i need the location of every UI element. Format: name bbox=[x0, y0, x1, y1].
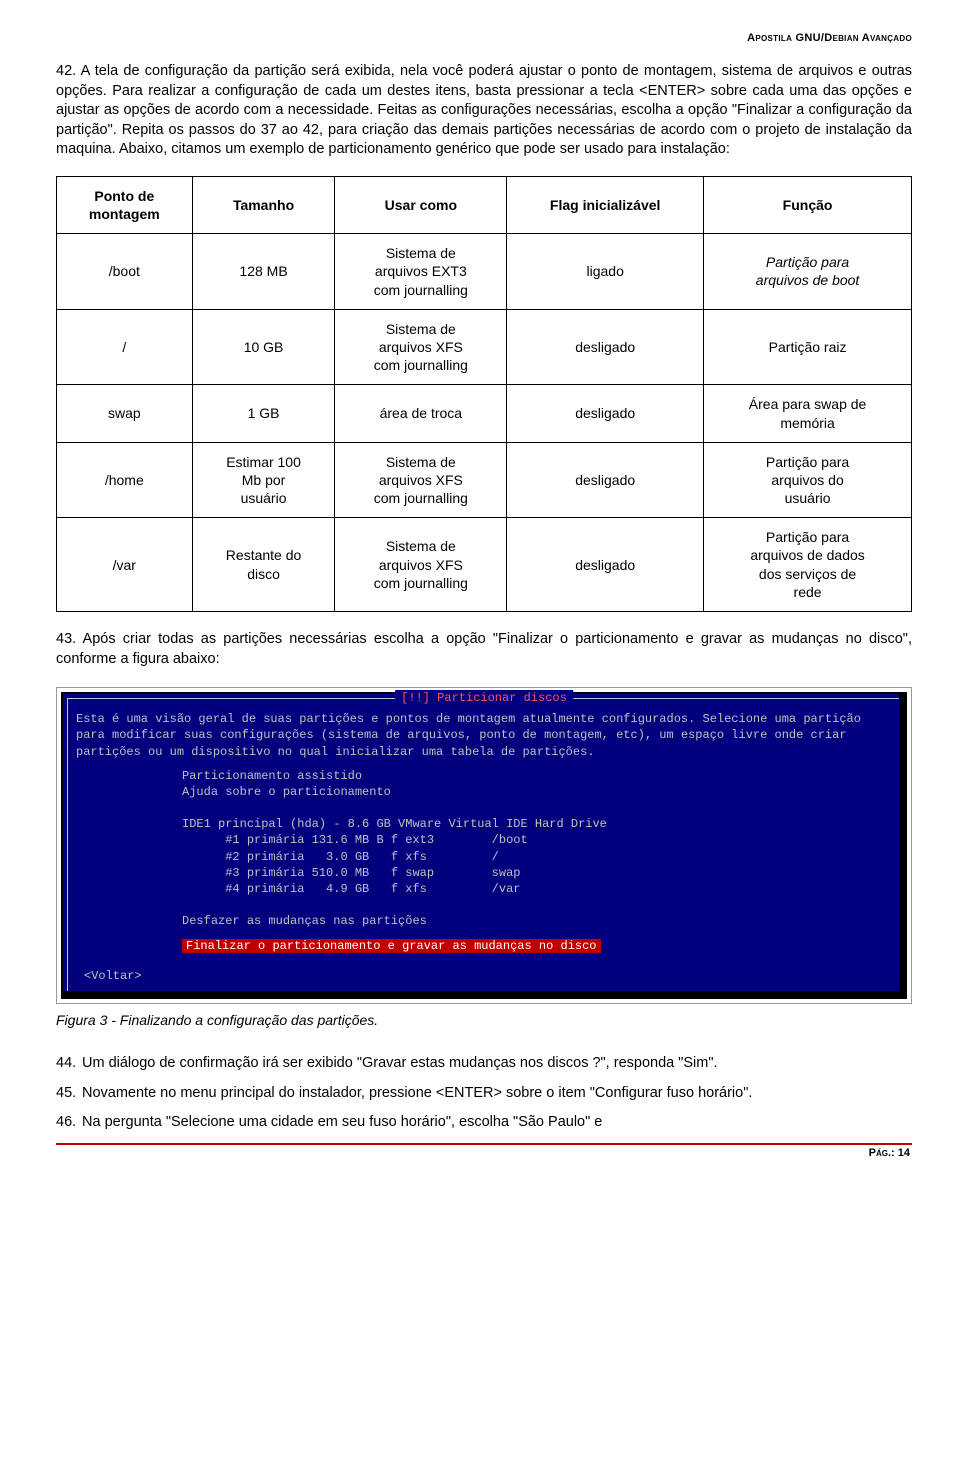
terminal-title: [!!] Particionar discos bbox=[395, 690, 573, 706]
table-header-row: Ponto demontagem Tamanho Usar como Flag … bbox=[57, 176, 912, 233]
col-header: Flag inicializável bbox=[507, 176, 704, 233]
cell: Partição paraarquivos dousuário bbox=[704, 442, 912, 518]
paragraph-42: 42. A tela de configuração da partição s… bbox=[56, 62, 912, 160]
step-number-46: 46. bbox=[56, 1113, 82, 1133]
cell: Partição paraarquivos de dadosdos serviç… bbox=[704, 518, 912, 612]
cell: / bbox=[57, 309, 193, 385]
page-header: Apostila GNU/Debian Avançado bbox=[56, 32, 912, 44]
cell: área de troca bbox=[335, 385, 507, 442]
col-header: Função bbox=[704, 176, 912, 233]
terminal-shadow-right bbox=[899, 694, 905, 997]
page-footer: Pág.: 14 bbox=[56, 1147, 912, 1159]
step-number-45: 45. bbox=[56, 1084, 82, 1104]
terminal-back-button[interactable]: <Voltar> bbox=[84, 968, 894, 984]
cell: desligado bbox=[507, 385, 704, 442]
col-header: Usar como bbox=[335, 176, 507, 233]
terminal-window: [!!] Particionar discos Esta é uma visão… bbox=[61, 692, 907, 999]
step-text-46: Na pergunta "Selecione uma cidade em seu… bbox=[82, 1114, 602, 1130]
cell: /home bbox=[57, 442, 193, 518]
col-header: Tamanho bbox=[192, 176, 335, 233]
cell: 1 GB bbox=[192, 385, 335, 442]
cell: swap bbox=[57, 385, 193, 442]
cell: Sistema dearquivos XFScom journalling bbox=[335, 518, 507, 612]
terminal-lines: Particionamento assistido Ajuda sobre o … bbox=[74, 768, 894, 930]
cell: ligado bbox=[507, 234, 704, 310]
cell: /var bbox=[57, 518, 193, 612]
cell: Sistema dearquivos XFScom journalling bbox=[335, 309, 507, 385]
paragraph-43: 43. Após criar todas as partições necess… bbox=[56, 630, 912, 669]
cell: Partição paraarquivos de boot bbox=[704, 234, 912, 310]
table-row: swap 1 GB área de troca desligado Área p… bbox=[57, 385, 912, 442]
terminal-selected-text[interactable]: Finalizar o particionamento e gravar as … bbox=[182, 939, 600, 953]
paragraph-44: 44.Um diálogo de confirmação irá ser exi… bbox=[56, 1054, 912, 1074]
figure-3: [!!] Particionar discos Esta é uma visão… bbox=[56, 687, 912, 1004]
cell: Sistema dearquivos XFScom journalling bbox=[335, 442, 507, 518]
terminal-description: Esta é uma visão geral de suas partições… bbox=[76, 711, 892, 760]
step-text-43: Após criar todas as partições necessária… bbox=[56, 631, 912, 667]
step-text-42: A tela de configuração da partição será … bbox=[56, 63, 912, 157]
footer-divider bbox=[56, 1143, 912, 1145]
cell: 128 MB bbox=[192, 234, 335, 310]
terminal-shadow-bottom bbox=[63, 991, 905, 997]
cell: desligado bbox=[507, 442, 704, 518]
paragraph-45: 45.Novamente no menu principal do instal… bbox=[56, 1084, 912, 1104]
table-row: /var Restante dodisco Sistema dearquivos… bbox=[57, 518, 912, 612]
paragraph-46: 46.Na pergunta "Selecione uma cidade em … bbox=[56, 1113, 912, 1133]
step-number-44: 44. bbox=[56, 1054, 82, 1074]
table-row: / 10 GB Sistema dearquivos XFScom journa… bbox=[57, 309, 912, 385]
cell: Estimar 100Mb porusuário bbox=[192, 442, 335, 518]
cell: Sistema dearquivos EXT3com journalling bbox=[335, 234, 507, 310]
cell: /boot bbox=[57, 234, 193, 310]
step-number-42: 42. bbox=[56, 62, 76, 82]
step-text-45: Novamente no menu principal do instalado… bbox=[82, 1085, 752, 1101]
table-row: /boot 128 MB Sistema dearquivos EXT3com … bbox=[57, 234, 912, 310]
cell: desligado bbox=[507, 309, 704, 385]
partition-table: Ponto demontagem Tamanho Usar como Flag … bbox=[56, 176, 912, 612]
terminal-selected-line[interactable]: Finalizar o particionamento e gravar as … bbox=[74, 938, 894, 954]
step-number-43: 43. bbox=[56, 630, 76, 650]
cell: desligado bbox=[507, 518, 704, 612]
table-row: /home Estimar 100Mb porusuário Sistema d… bbox=[57, 442, 912, 518]
cell: Área para swap dememória bbox=[704, 385, 912, 442]
figure-caption: Figura 3 - Finalizando a configuração da… bbox=[56, 1012, 912, 1028]
cell: Partição raiz bbox=[704, 309, 912, 385]
col-header: Ponto demontagem bbox=[57, 176, 193, 233]
cell: Restante dodisco bbox=[192, 518, 335, 612]
cell: 10 GB bbox=[192, 309, 335, 385]
step-text-44: Um diálogo de confirmação irá ser exibid… bbox=[82, 1055, 718, 1071]
